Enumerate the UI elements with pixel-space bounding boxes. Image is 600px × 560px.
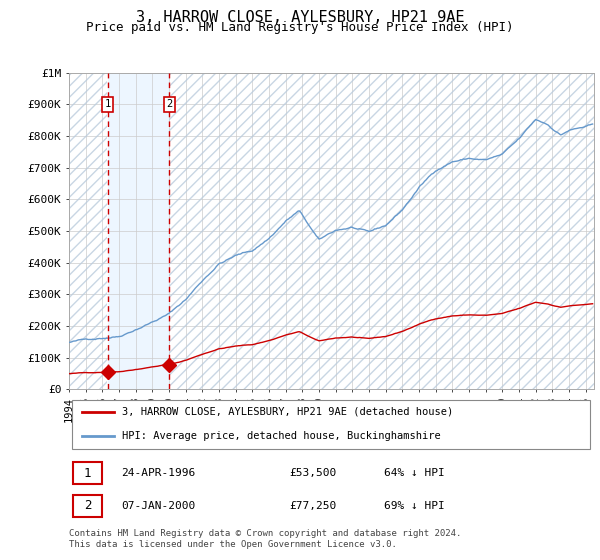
Text: 69% ↓ HPI: 69% ↓ HPI — [384, 501, 445, 511]
FancyBboxPatch shape — [71, 400, 590, 449]
Text: £53,500: £53,500 — [290, 468, 337, 478]
Text: 24-APR-1996: 24-APR-1996 — [121, 468, 196, 478]
Text: 2: 2 — [166, 100, 172, 109]
Bar — [69, 73, 107, 389]
Text: 1: 1 — [104, 100, 110, 109]
Text: 2: 2 — [84, 499, 91, 512]
Text: HPI: Average price, detached house, Buckinghamshire: HPI: Average price, detached house, Buck… — [121, 431, 440, 441]
Bar — [69, 73, 107, 389]
Text: Price paid vs. HM Land Registry's House Price Index (HPI): Price paid vs. HM Land Registry's House … — [86, 21, 514, 34]
Text: £77,250: £77,250 — [290, 501, 337, 511]
Text: 1: 1 — [84, 467, 91, 480]
Text: 07-JAN-2000: 07-JAN-2000 — [121, 501, 196, 511]
FancyBboxPatch shape — [73, 494, 102, 516]
Text: 64% ↓ HPI: 64% ↓ HPI — [384, 468, 445, 478]
Text: 3, HARROW CLOSE, AYLESBURY, HP21 9AE: 3, HARROW CLOSE, AYLESBURY, HP21 9AE — [136, 10, 464, 25]
FancyBboxPatch shape — [73, 463, 102, 484]
Bar — [169, 73, 594, 389]
Bar — [169, 73, 594, 389]
Bar — [107, 73, 169, 389]
Text: 3, HARROW CLOSE, AYLESBURY, HP21 9AE (detached house): 3, HARROW CLOSE, AYLESBURY, HP21 9AE (de… — [121, 407, 453, 417]
Text: Contains HM Land Registry data © Crown copyright and database right 2024.
This d: Contains HM Land Registry data © Crown c… — [69, 529, 461, 549]
